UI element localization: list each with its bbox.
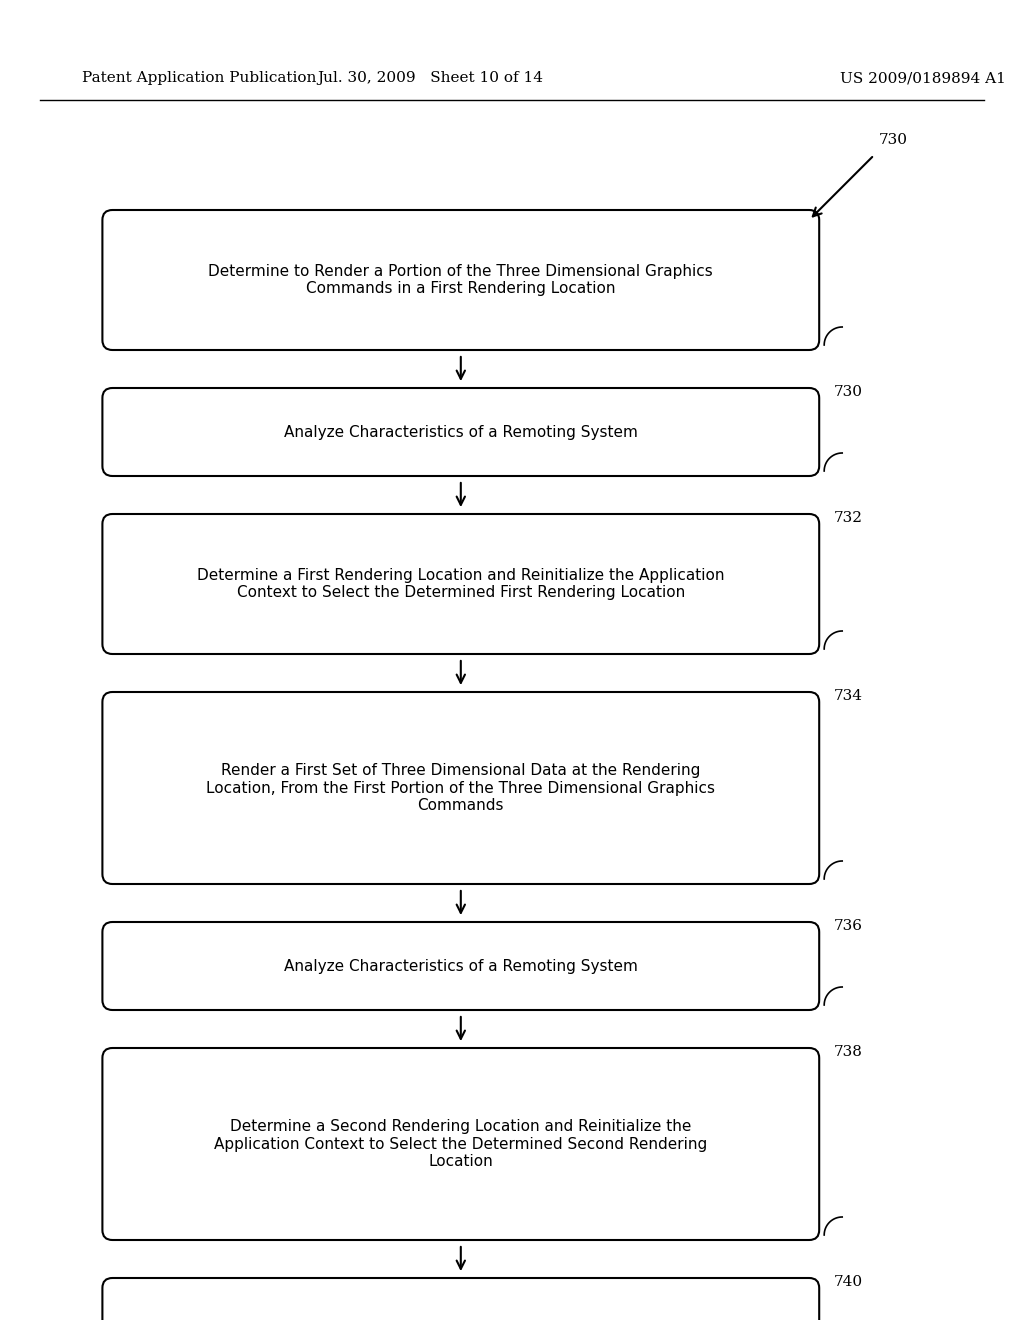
Text: Determine to Render a Portion of the Three Dimensional Graphics
Commands in a Fi: Determine to Render a Portion of the Thr… bbox=[209, 264, 713, 296]
Text: 732: 732 bbox=[835, 511, 863, 525]
Text: Patent Application Publication: Patent Application Publication bbox=[82, 71, 316, 84]
Text: Determine a Second Rendering Location and Reinitialize the
Application Context t: Determine a Second Rendering Location an… bbox=[214, 1119, 708, 1170]
Text: 736: 736 bbox=[835, 919, 863, 933]
FancyBboxPatch shape bbox=[102, 210, 819, 350]
Text: 730: 730 bbox=[880, 133, 908, 147]
Text: US 2009/0189894 A1: US 2009/0189894 A1 bbox=[840, 71, 1006, 84]
Text: 734: 734 bbox=[835, 689, 863, 704]
FancyBboxPatch shape bbox=[102, 1048, 819, 1239]
FancyBboxPatch shape bbox=[102, 921, 819, 1010]
Text: 738: 738 bbox=[835, 1045, 863, 1059]
Text: 740: 740 bbox=[835, 1275, 863, 1290]
FancyBboxPatch shape bbox=[102, 692, 819, 884]
Text: Determine a First Rendering Location and Reinitialize the Application
Context to: Determine a First Rendering Location and… bbox=[197, 568, 725, 601]
Text: Jul. 30, 2009   Sheet 10 of 14: Jul. 30, 2009 Sheet 10 of 14 bbox=[317, 71, 543, 84]
FancyBboxPatch shape bbox=[102, 1278, 819, 1320]
Text: Render a First Set of Three Dimensional Data at the Rendering
Location, From the: Render a First Set of Three Dimensional … bbox=[206, 763, 716, 813]
FancyBboxPatch shape bbox=[102, 388, 819, 477]
FancyBboxPatch shape bbox=[102, 513, 819, 653]
Text: Analyze Characteristics of a Remoting System: Analyze Characteristics of a Remoting Sy… bbox=[284, 425, 638, 440]
Text: 730: 730 bbox=[835, 385, 863, 399]
Text: Analyze Characteristics of a Remoting System: Analyze Characteristics of a Remoting Sy… bbox=[284, 958, 638, 974]
